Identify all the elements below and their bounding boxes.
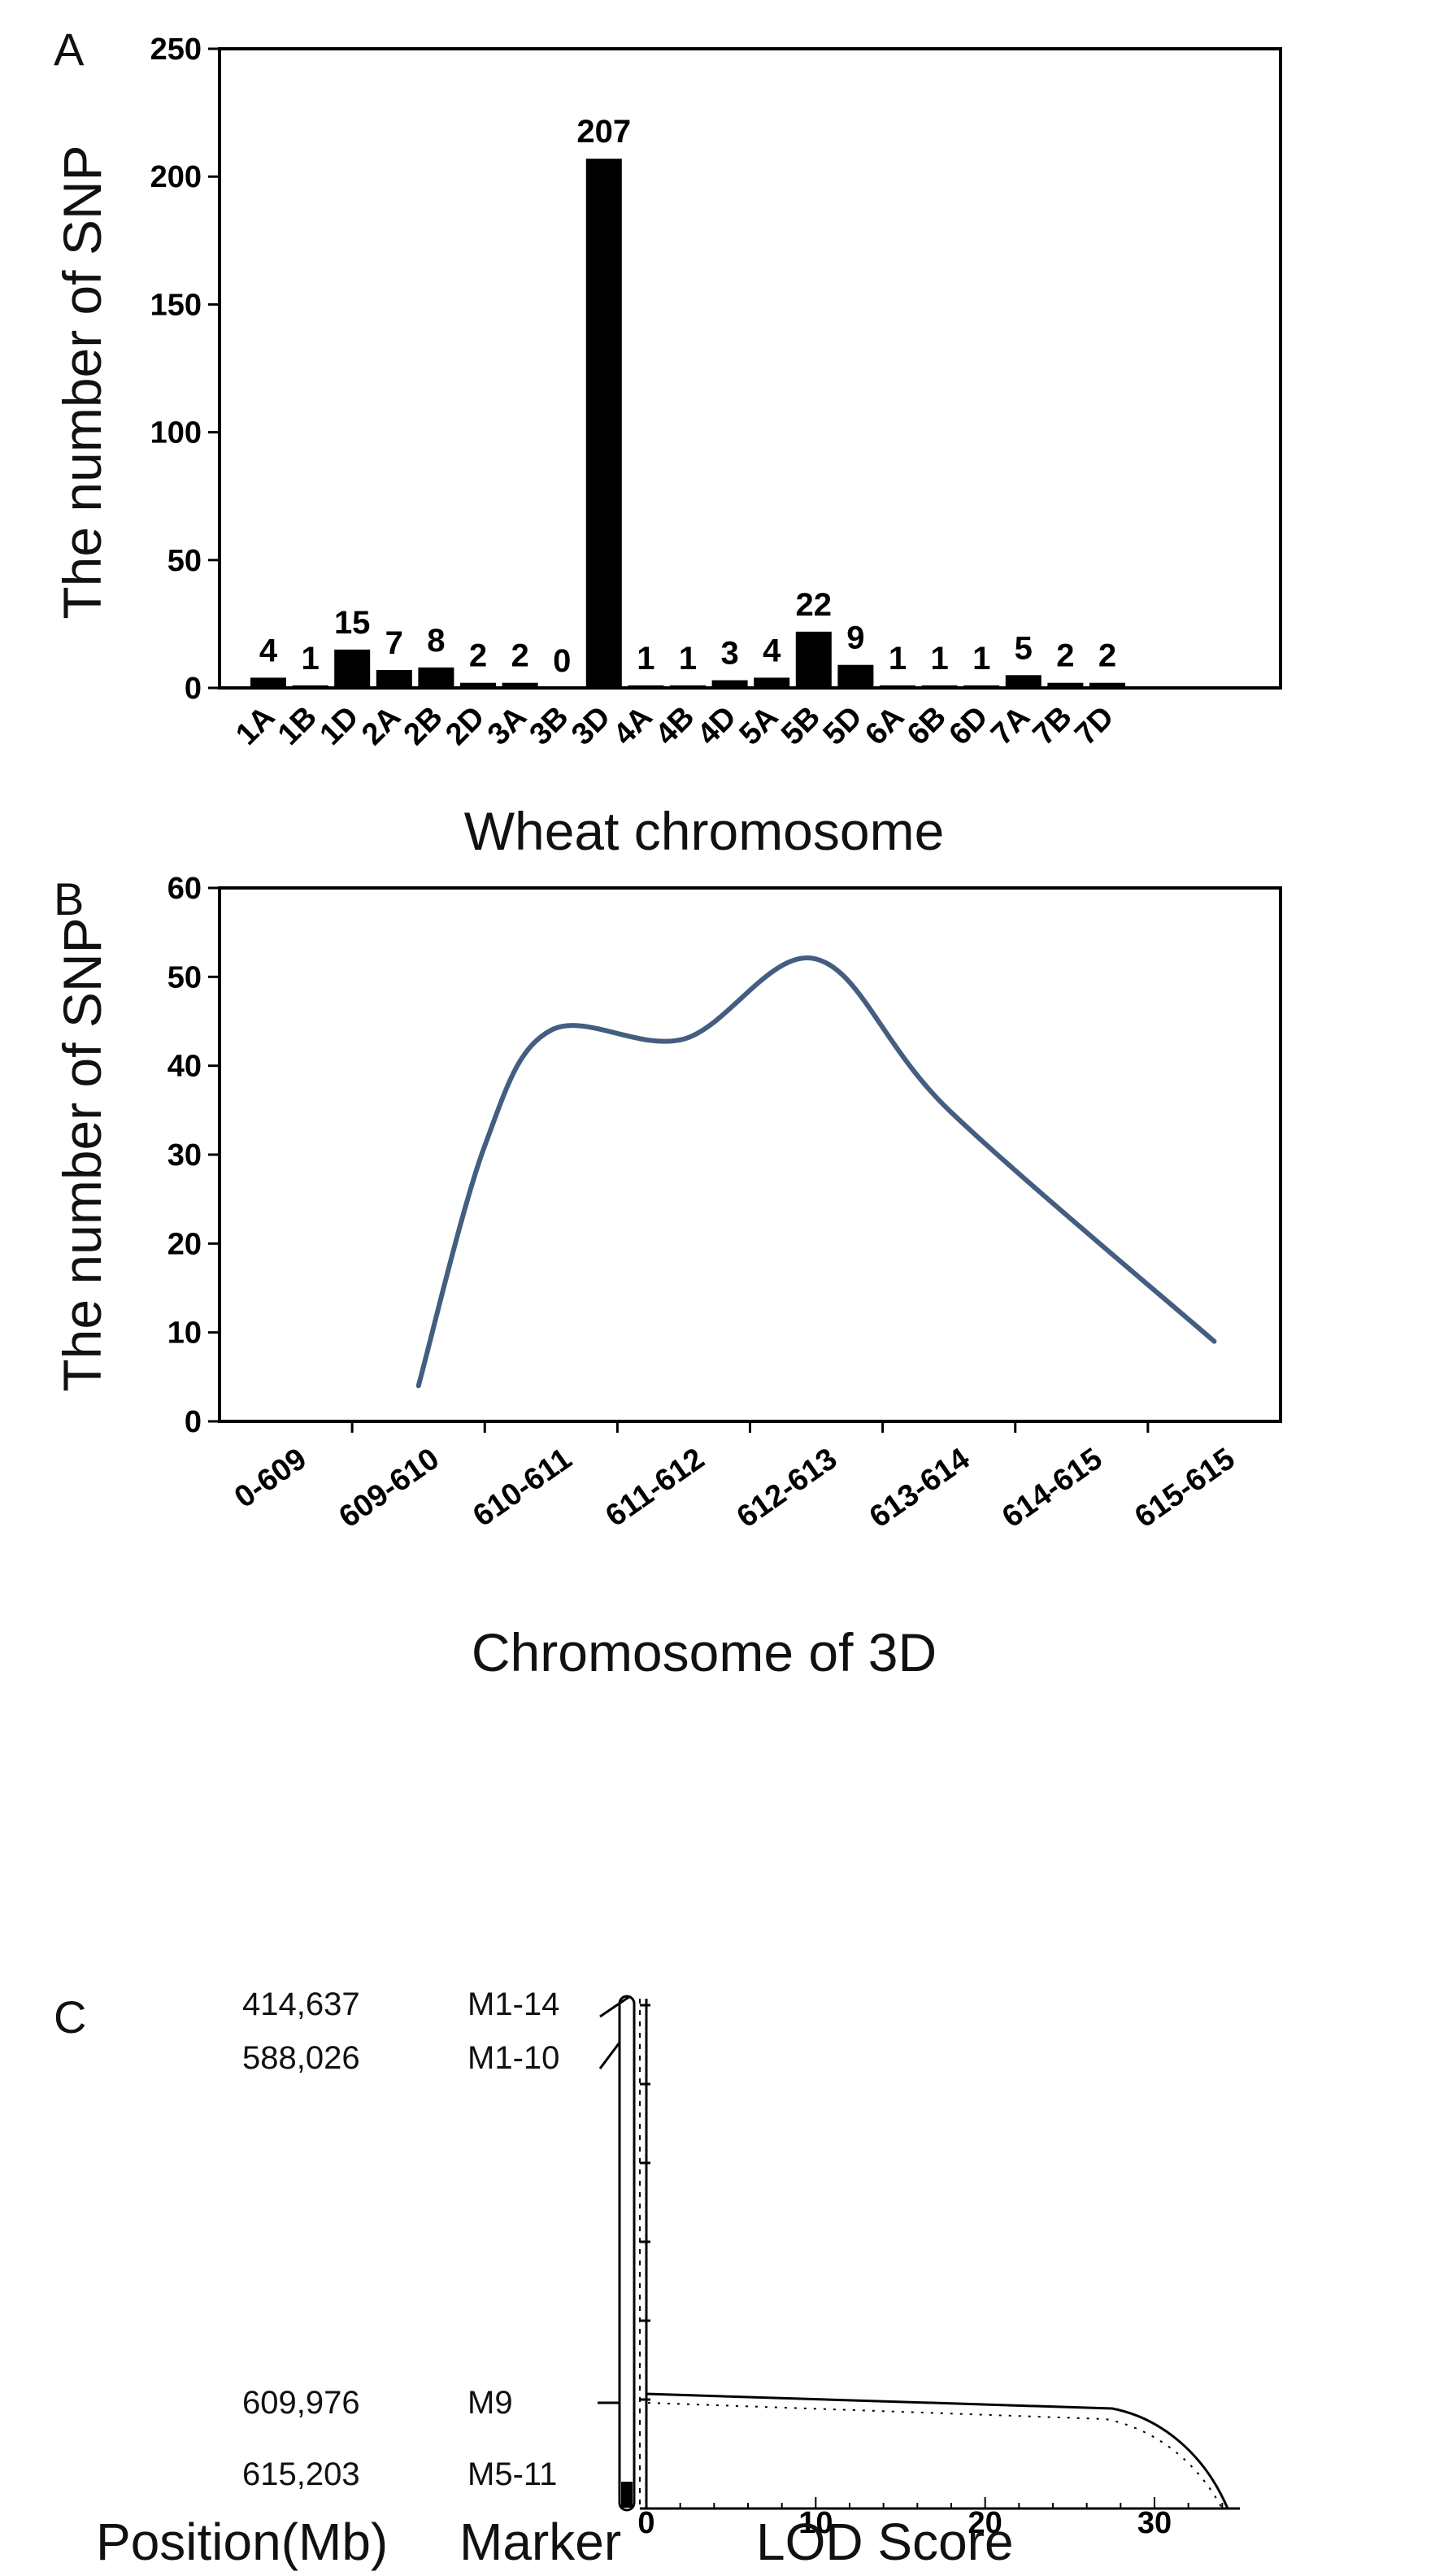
panel-label-b: B (54, 873, 84, 925)
marker-link-1 (599, 1995, 631, 2018)
y-axis-label-b: The number of SNP (52, 917, 112, 1391)
x-tick-label-b-4: 612-613 (731, 1442, 843, 1534)
data-label-5B: 22 (796, 587, 833, 623)
panel-label-a: A (54, 24, 85, 75)
x-tick-label-b-1: 609-610 (333, 1442, 446, 1534)
y-tick-label-b: 50 (167, 960, 202, 994)
y-tick-label-b: 10 (167, 1316, 202, 1351)
data-label-2A: 7 (385, 625, 403, 661)
bar-5B (795, 631, 832, 688)
y-tick-label-a: 50 (167, 544, 202, 578)
marker-name: M1-14 (467, 1986, 559, 2022)
y-tick-label-a: 200 (150, 160, 202, 194)
data-label-3D: 207 (576, 114, 631, 150)
y-axis-label-a: The number of SNP (52, 145, 112, 619)
lod-curve (646, 2392, 1229, 2509)
bar-2D (460, 682, 496, 688)
data-label-6A: 1 (889, 641, 907, 677)
x-tick-label-b-6: 614-615 (996, 1442, 1108, 1534)
data-label-4D: 3 (720, 636, 738, 672)
lod-shade (647, 2402, 1222, 2508)
data-label-5D: 9 (846, 620, 864, 656)
data-label-7A: 5 (1015, 630, 1033, 666)
bar-6D (963, 685, 1000, 688)
y-tick-label-a: 100 (150, 416, 202, 450)
bar-7A (1005, 675, 1041, 688)
marker-header: Marker (459, 2513, 621, 2571)
data-label-2D: 2 (469, 638, 487, 674)
data-label-2B: 8 (427, 623, 445, 659)
data-label-4B: 1 (679, 641, 697, 677)
marker-position: 588,026 (242, 2040, 360, 2076)
data-label-1B: 1 (301, 641, 319, 677)
bar-6A (880, 685, 915, 688)
plot-frame-b (218, 886, 1282, 1423)
bar-3D (585, 159, 622, 688)
lod-map: 0 10 20 30 414,637 M1-14 588,026 M1-10 609,976 M… (96, 1986, 1240, 2571)
data-label-5A: 4 (763, 633, 781, 668)
x-tick-label-b-5: 613-614 (863, 1442, 976, 1534)
data-label-1D: 15 (334, 605, 371, 641)
data-label-1A: 4 (259, 633, 278, 668)
bar-1A (250, 677, 286, 688)
data-label-7D: 2 (1098, 638, 1116, 674)
marker-link-2 (598, 2042, 621, 2069)
bar-4A (628, 685, 664, 688)
x-tick-label-b-7: 615-615 (1128, 1442, 1241, 1534)
panel-label-c: C (54, 1991, 86, 2043)
x-axis-label-b: Chromosome of 3D (472, 1622, 937, 1682)
lod-axis-label: LOD Score (756, 2513, 1014, 2571)
plot-frame-a (218, 47, 1282, 690)
y-tick-label-a: 0 (185, 672, 202, 706)
data-label-4A: 1 (637, 641, 654, 677)
y-tick-label-a: 250 (150, 33, 202, 67)
y-tick-label-b: 40 (167, 1050, 202, 1084)
series-line-b (415, 955, 1217, 1389)
y-tick-label-b: 20 (167, 1227, 202, 1261)
marker-position: 609,976 (242, 2385, 360, 2421)
marker-name: M1-10 (467, 2040, 559, 2076)
bar-1B (292, 685, 328, 688)
bar-6B (921, 685, 958, 688)
bar-7B (1047, 682, 1084, 688)
lod-x-tick-label: 0 (637, 2506, 654, 2540)
bar-5A (754, 677, 790, 688)
position-header: Position(Mb) (96, 2513, 388, 2571)
snp-line-chart: 0 10 20 30 40 50 60 0-609 609-610 610-611 611-612… (52, 872, 1282, 1682)
marker-name: M5-11 (467, 2456, 557, 2492)
marker-name: M9 (467, 2385, 513, 2421)
bar-4B (670, 685, 706, 688)
bar-5D (837, 664, 874, 688)
marker-position: 615,203 (242, 2456, 360, 2492)
lod-x-tick-label: 10 (798, 2506, 833, 2540)
x-tick-label-b-0: 0-609 (228, 1442, 313, 1515)
y-tick-label-a: 150 (150, 288, 202, 322)
bar-2B (418, 667, 454, 688)
data-label-7B: 2 (1056, 638, 1074, 674)
y-tick-label-b: 30 (167, 1138, 202, 1173)
x-axis-label-a: Wheat chromosome (464, 801, 945, 861)
x-tick-label-b-3: 611-612 (599, 1442, 711, 1534)
data-label-3B: 0 (553, 643, 571, 679)
bar-3A (502, 682, 538, 688)
chromosome-bar (618, 1995, 636, 2512)
data-label-3A: 2 (511, 638, 528, 674)
marker-position: 414,637 (242, 1986, 360, 2022)
x-tick-label-7D: 7D (1068, 700, 1120, 752)
lod-x-tick-label: 30 (1137, 2506, 1172, 2540)
bar-1D (334, 649, 371, 688)
bar-2A (376, 669, 412, 688)
lod-x-tick-label: 20 (968, 2506, 1002, 2540)
y-tick-label-b: 0 (185, 1405, 202, 1439)
bar-7D (1089, 682, 1125, 688)
y-tick-label-b: 60 (167, 872, 202, 906)
chromosome-band (621, 2482, 633, 2508)
bar-4D (711, 680, 748, 688)
data-label-6B: 1 (930, 641, 948, 677)
data-label-6D: 1 (972, 641, 990, 677)
x-tick-label-b-2: 610-611 (467, 1442, 578, 1534)
